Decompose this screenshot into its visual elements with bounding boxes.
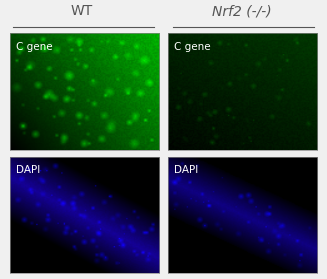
Text: C gene: C gene — [16, 42, 52, 52]
Text: Nrf2 (-/-): Nrf2 (-/-) — [212, 4, 272, 18]
Text: C gene: C gene — [174, 42, 211, 52]
Text: DAPI: DAPI — [174, 165, 198, 175]
Text: WT: WT — [71, 4, 93, 18]
Text: DAPI: DAPI — [16, 165, 40, 175]
